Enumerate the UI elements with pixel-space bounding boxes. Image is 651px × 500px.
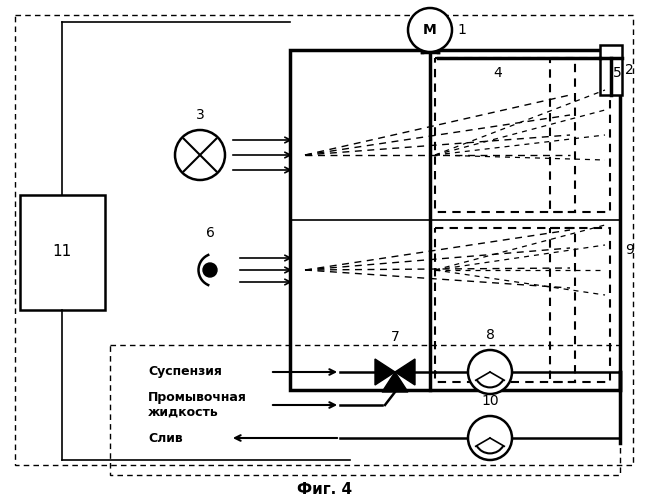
Text: Суспензия: Суспензия: [148, 366, 222, 378]
Text: 11: 11: [52, 244, 72, 260]
Circle shape: [468, 416, 512, 460]
Polygon shape: [382, 372, 408, 392]
Text: 7: 7: [391, 330, 399, 344]
Bar: [600, 45, 622, 95]
Text: 4: 4: [493, 66, 503, 80]
Text: 3: 3: [195, 108, 204, 122]
Text: 5: 5: [613, 66, 622, 80]
Circle shape: [468, 350, 512, 394]
Bar: [290, 50, 620, 390]
Text: 1: 1: [457, 23, 466, 37]
Circle shape: [408, 8, 452, 52]
Text: жидкость: жидкость: [148, 406, 219, 418]
Text: 10: 10: [481, 394, 499, 408]
Text: M: M: [423, 23, 437, 37]
Polygon shape: [375, 359, 395, 385]
Bar: [20, 195, 105, 310]
Circle shape: [203, 263, 217, 277]
Polygon shape: [395, 359, 415, 385]
Text: Промывочная: Промывочная: [148, 392, 247, 404]
Text: 9: 9: [625, 243, 634, 257]
Circle shape: [175, 130, 225, 180]
Text: 6: 6: [206, 226, 214, 240]
Text: 2: 2: [625, 63, 634, 77]
Text: Фиг. 4: Фиг. 4: [298, 482, 353, 498]
Text: Слив: Слив: [148, 432, 183, 444]
Text: 8: 8: [486, 328, 495, 342]
